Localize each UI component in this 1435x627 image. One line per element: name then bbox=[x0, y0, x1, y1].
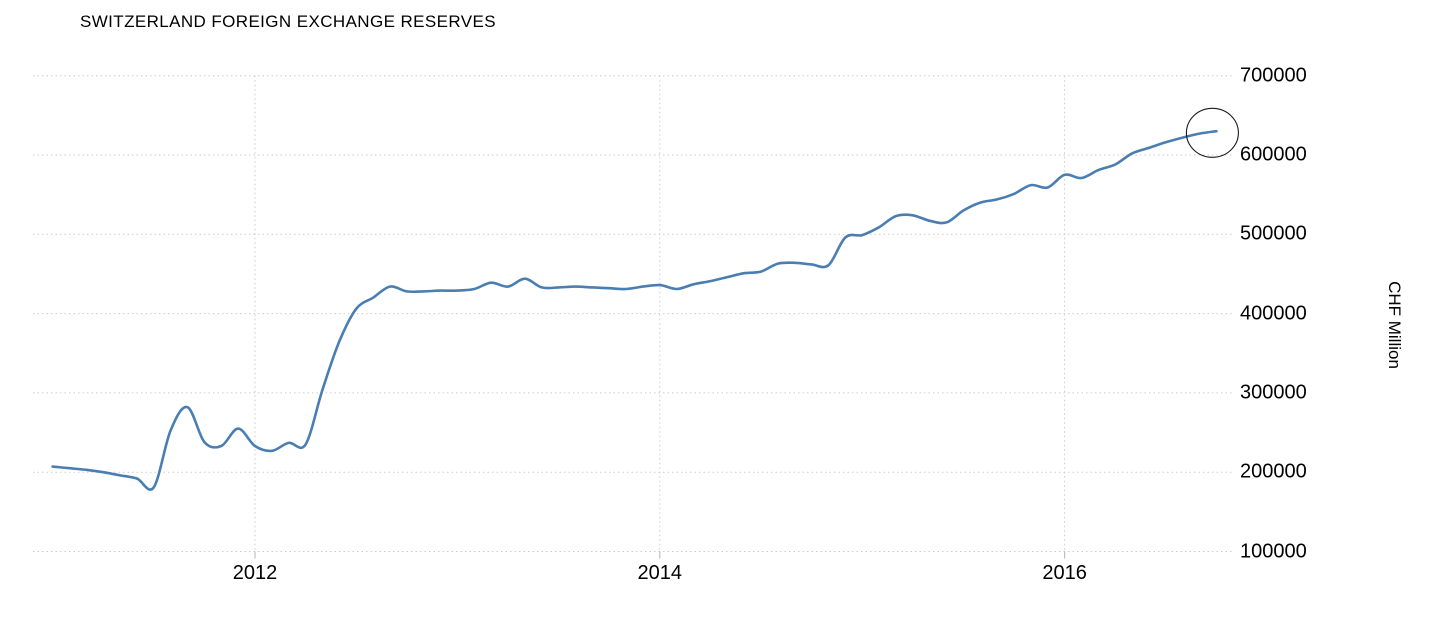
series-line bbox=[51, 129, 1218, 491]
y-tick-label: 100000 bbox=[1240, 540, 1307, 562]
y-tick-label: 500000 bbox=[1240, 222, 1307, 245]
annotation-circle bbox=[1185, 107, 1239, 158]
x-tick-label: 2014 bbox=[637, 562, 683, 584]
chart-title: SWITZERLAND FOREIGN EXCHANGE RESERVES bbox=[80, 12, 496, 31]
x-tick-label: 2016 bbox=[1042, 562, 1087, 584]
y-tick-label: 700000 bbox=[1240, 64, 1307, 87]
y-tick-label: 200000 bbox=[1240, 460, 1307, 483]
y-axis-unit-label: CHF Million bbox=[1385, 281, 1404, 369]
y-tick-label: 600000 bbox=[1240, 143, 1307, 166]
x-tick-label: 2012 bbox=[232, 562, 278, 584]
y-tick-label: 300000 bbox=[1240, 381, 1307, 404]
y-tick-label: 400000 bbox=[1240, 302, 1307, 325]
